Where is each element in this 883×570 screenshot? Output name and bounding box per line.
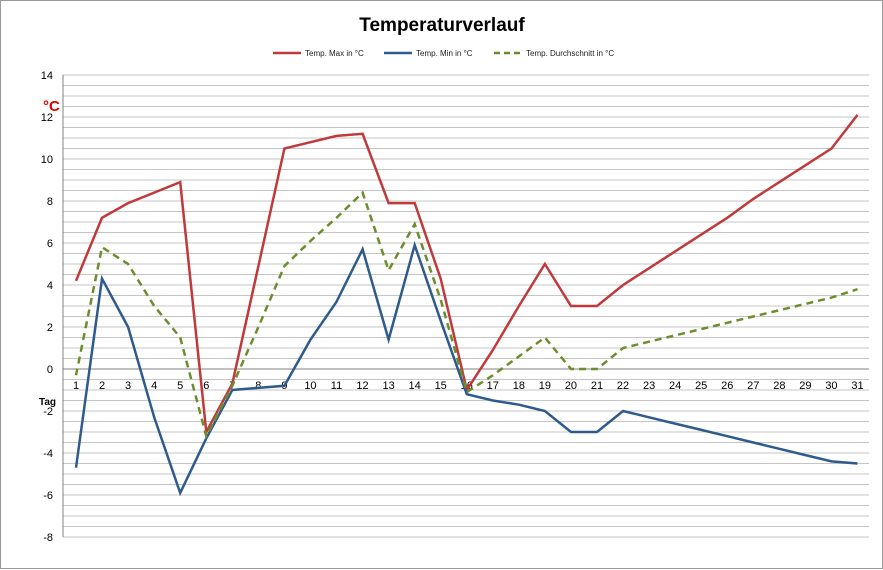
x-tick-label: 19 (539, 380, 551, 392)
x-tick-label: 14 (409, 380, 421, 392)
y-tick-label: 2 (47, 322, 53, 334)
grid (62, 74, 869, 538)
legend: Temp. Max in °C Temp. Min in °C Temp. Durc… (273, 49, 614, 58)
x-axis-ticks: 1 2 3 4 5 6 7 8 9 10 11 12 13 14 15 16 17 18 19 20 21 22 23 24 2… (73, 380, 864, 392)
y-tick-label: -4 (43, 448, 53, 460)
y-tick-label: -2 (43, 406, 53, 418)
legend-label: Temp. Min in °C (416, 49, 473, 58)
y-tick-label: 0 (47, 364, 53, 376)
x-tick-label: 15 (435, 380, 447, 392)
x-tick-label: 25 (695, 380, 707, 392)
x-tick-label: 31 (851, 380, 863, 392)
y-tick-label: 10 (41, 154, 53, 166)
x-axis-label: Tag (39, 397, 56, 408)
y-tick-label: 8 (47, 196, 53, 208)
legend-label: Temp. Max in °C (305, 49, 364, 58)
x-tick-label: 20 (565, 380, 577, 392)
x-tick-label: 23 (643, 380, 655, 392)
series-lines (74, 114, 859, 497)
x-tick-label: 17 (487, 380, 499, 392)
y-tick-label: -8 (43, 532, 53, 544)
x-tick-label: 27 (747, 380, 759, 392)
x-tick-label: 11 (331, 380, 342, 392)
x-tick-label: 8 (255, 380, 261, 392)
legend-label: Temp. Durchschnitt in °C (526, 49, 614, 58)
x-tick-label: 1 (73, 380, 79, 392)
y-tick-label: 4 (47, 280, 53, 292)
x-tick-label: 12 (356, 380, 368, 392)
x-tick-label: 28 (773, 380, 785, 392)
y-tick-label: -6 (43, 490, 53, 502)
x-tick-label: 2 (99, 380, 105, 392)
x-tick-label: 21 (591, 380, 603, 392)
chart-title: Temperaturverlauf (359, 15, 525, 36)
x-tick-label: 6 (203, 380, 209, 392)
y-axis-unit-label: °C (43, 98, 60, 115)
x-tick-label: 29 (799, 380, 811, 392)
x-tick-label: 10 (304, 380, 316, 392)
x-tick-label: 13 (382, 380, 394, 392)
y-axis-ticks: -8 -6 -4 -2 0 2 4 6 8 10 12 14 (41, 70, 53, 544)
y-tick-label: 14 (41, 70, 53, 82)
x-tick-label: 4 (151, 380, 157, 392)
x-tick-label: 26 (721, 380, 733, 392)
x-tick-label: 18 (513, 380, 525, 392)
x-tick-label: 22 (617, 380, 629, 392)
x-tick-label: 5 (177, 380, 183, 392)
y-tick-label: 6 (47, 238, 53, 250)
x-tick-label: 30 (825, 380, 837, 392)
x-tick-label: 3 (125, 380, 131, 392)
y-tick-label: 12 (41, 112, 53, 124)
series-line (74, 190, 858, 440)
x-tick-label: 24 (669, 380, 681, 392)
